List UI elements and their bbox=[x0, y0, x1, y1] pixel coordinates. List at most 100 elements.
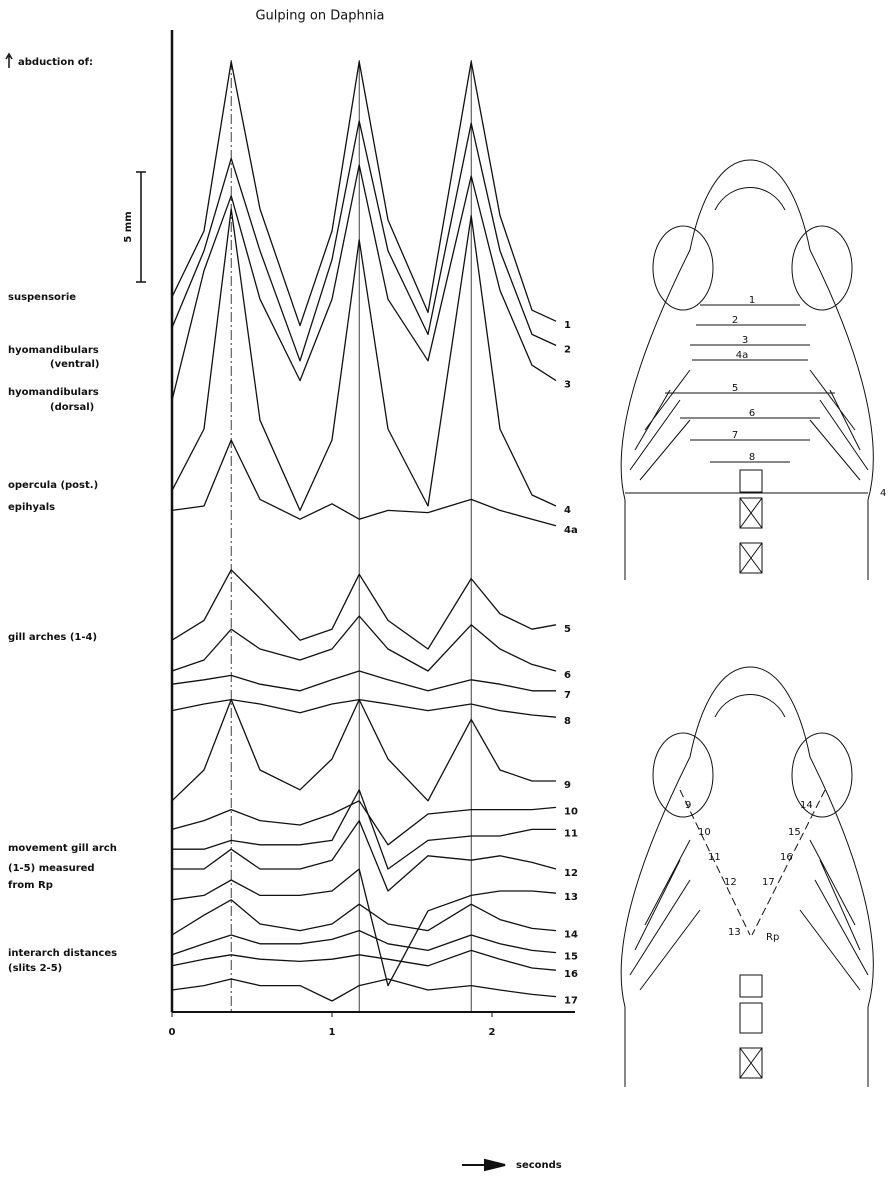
box-cross bbox=[739, 497, 763, 574]
trace bbox=[172, 819, 557, 892]
scale-bar bbox=[136, 171, 146, 283]
diagram-label: 15 bbox=[788, 827, 801, 838]
diagram-label: 9 bbox=[685, 800, 691, 811]
box bbox=[739, 542, 763, 574]
row-label: (1-5) measured bbox=[8, 863, 95, 874]
diagram-label: 6 bbox=[749, 408, 755, 419]
mouth bbox=[714, 187, 786, 211]
box bbox=[739, 1047, 763, 1079]
row-label: from Rp bbox=[8, 880, 53, 891]
trace bbox=[171, 439, 557, 527]
head-outline bbox=[620, 666, 874, 1087]
series-label: 11 bbox=[564, 828, 578, 839]
y-axis-label: abduction of: bbox=[18, 57, 93, 68]
trace bbox=[171, 978, 557, 1002]
diagram-label: 4a bbox=[736, 350, 749, 361]
series-label: 14 bbox=[564, 930, 578, 941]
row-label: opercula (post.) bbox=[8, 480, 98, 491]
series-label: 16 bbox=[564, 969, 578, 980]
diagram-label: 17 bbox=[762, 877, 775, 888]
up-arrow bbox=[5, 52, 13, 68]
box bbox=[739, 1002, 763, 1034]
trace bbox=[171, 949, 557, 971]
series-label: 1 bbox=[564, 320, 571, 331]
eye bbox=[652, 225, 714, 311]
row-label: hyomandibulars bbox=[8, 387, 99, 398]
series-label: 13 bbox=[564, 892, 578, 903]
trace bbox=[171, 208, 557, 512]
series-label: 4a bbox=[564, 525, 578, 536]
box bbox=[739, 469, 763, 493]
trace bbox=[171, 120, 557, 362]
series-label: 12 bbox=[564, 868, 578, 879]
trace bbox=[171, 569, 557, 650]
diagram-label: 14 bbox=[800, 800, 813, 811]
eye bbox=[791, 732, 853, 818]
measure-lines bbox=[625, 304, 868, 494]
trace bbox=[171, 800, 557, 846]
row-label: epihyals bbox=[8, 502, 55, 513]
diagram-label: 8 bbox=[749, 452, 755, 463]
trace bbox=[171, 868, 557, 987]
series-label: 4 bbox=[564, 505, 571, 516]
row-label: movement gill arch bbox=[8, 843, 117, 854]
diagram-label: 12 bbox=[724, 877, 737, 888]
row-label: interarch distances bbox=[8, 948, 117, 959]
series-label: 17 bbox=[564, 996, 578, 1007]
x-tick-label: 2 bbox=[489, 1027, 496, 1038]
diagram-label: 10 bbox=[698, 827, 711, 838]
gill-lines bbox=[629, 839, 869, 991]
diagram-label: 4 bbox=[880, 488, 886, 499]
diagram-bottom: 9 10 11 12 13 14 15 16 17 Rp bbox=[620, 666, 874, 1087]
series-label: 6 bbox=[564, 670, 571, 681]
row-label: hyomandibulars bbox=[8, 345, 99, 356]
trace bbox=[171, 670, 556, 692]
series-label: 8 bbox=[564, 716, 571, 727]
row-label: gill arches (1-4) bbox=[8, 632, 97, 643]
chart-title: Gulping on Daphnia bbox=[255, 9, 384, 24]
row-label: (slits 2-5) bbox=[8, 963, 62, 974]
row-label: (ventral) bbox=[50, 359, 99, 370]
scale-bar-label: 5 mm bbox=[123, 211, 134, 242]
x-axis-label: seconds bbox=[516, 1160, 562, 1171]
diagram-label: 13 bbox=[728, 927, 741, 938]
diagram-top: 1 2 3 4a 5 6 7 8 4 bbox=[620, 159, 886, 580]
mouth bbox=[714, 694, 786, 718]
x-tick-label: 1 bbox=[329, 1027, 336, 1038]
diagram-label: 5 bbox=[732, 383, 738, 394]
gill-lines bbox=[629, 369, 869, 481]
row-label: suspensorie bbox=[8, 292, 76, 303]
row-label: (dorsal) bbox=[50, 402, 94, 413]
x-tick-label: 0 bbox=[169, 1027, 176, 1038]
series-label: 9 bbox=[564, 780, 571, 791]
right-arrow bbox=[462, 1158, 506, 1172]
diagram-label: 2 bbox=[732, 315, 738, 326]
diagram-label: 11 bbox=[708, 852, 721, 863]
series-label: 3 bbox=[564, 380, 571, 391]
eye bbox=[652, 732, 714, 818]
measure-lines bbox=[679, 789, 826, 936]
head-outline bbox=[620, 159, 874, 580]
series-label: 10 bbox=[564, 806, 578, 817]
trace bbox=[171, 164, 557, 401]
diagram-label: 1 bbox=[749, 295, 755, 306]
trace bbox=[171, 929, 557, 956]
diagram-label: 7 bbox=[732, 430, 738, 441]
trace bbox=[172, 789, 556, 870]
trace bbox=[171, 899, 557, 936]
series-label: 5 bbox=[564, 624, 571, 635]
box bbox=[739, 974, 763, 998]
trace bbox=[171, 615, 557, 672]
series-label: 2 bbox=[564, 344, 571, 355]
series-label: 15 bbox=[564, 952, 578, 963]
series-label: 7 bbox=[564, 690, 571, 701]
eye bbox=[791, 225, 853, 311]
trace bbox=[171, 60, 557, 327]
trace bbox=[171, 698, 556, 802]
box-cross bbox=[739, 1047, 763, 1079]
box bbox=[739, 497, 763, 529]
diagram-label: 3 bbox=[742, 335, 748, 346]
diagram-label: Rp bbox=[766, 932, 779, 943]
diagram-label: 16 bbox=[780, 852, 793, 863]
